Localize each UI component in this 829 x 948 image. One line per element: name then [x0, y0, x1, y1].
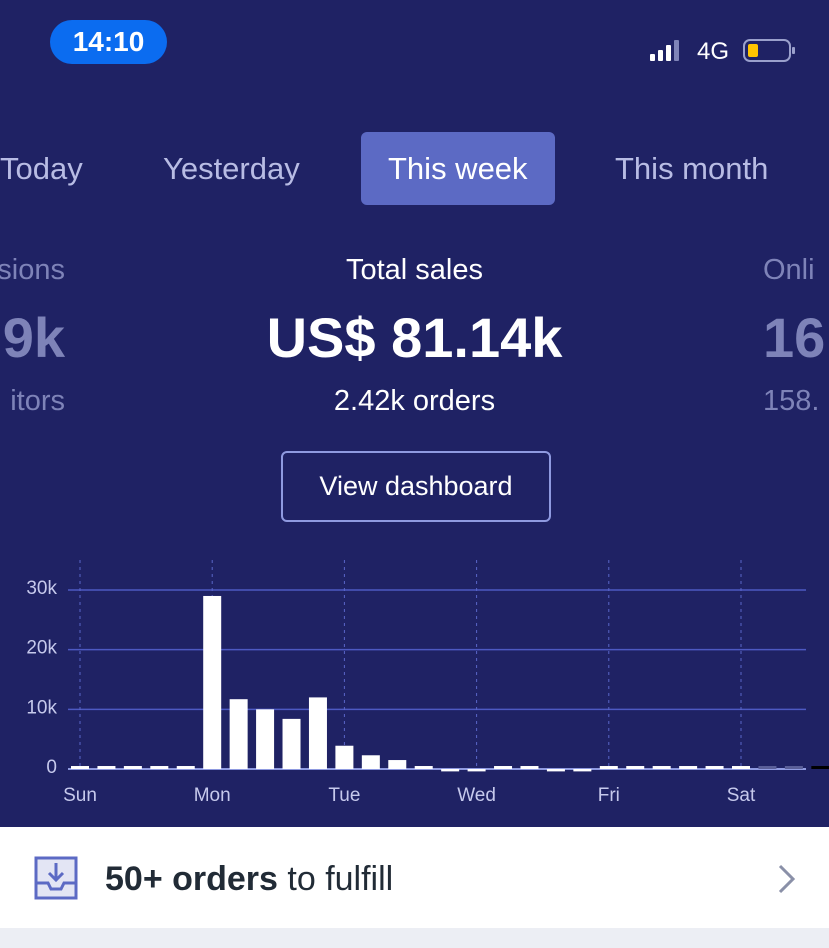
bar [520, 766, 539, 769]
x-tick-label: Tue [328, 785, 360, 806]
bar [599, 766, 618, 769]
status-icons [650, 39, 795, 62]
bar [71, 766, 89, 769]
tab-active[interactable]: This week [361, 132, 555, 205]
bar [150, 766, 169, 769]
footer-strip [0, 928, 829, 948]
x-tick-label: Sun [63, 785, 97, 806]
y-tick-label: 30k [26, 578, 57, 599]
metric-title: Onli [763, 254, 815, 286]
bar [361, 755, 380, 769]
metric-sub: 158. [763, 385, 820, 417]
y-tick-label: 10k [26, 697, 57, 718]
bar [732, 766, 750, 769]
bar [652, 766, 671, 769]
bar [758, 766, 777, 769]
status-network: 4G [697, 38, 730, 65]
metric-sub: itors [10, 385, 65, 417]
x-tick-label: Fri [598, 785, 620, 806]
banner-label: to fulfill [277, 860, 394, 898]
bar [573, 769, 592, 772]
bar [467, 769, 486, 772]
bar [229, 699, 248, 769]
bar [123, 766, 142, 769]
bar [203, 595, 222, 769]
tab[interactable]: Yesterday [163, 151, 300, 186]
bar [679, 766, 698, 769]
bar [308, 697, 327, 769]
banner-count: 50+ orders [105, 860, 278, 898]
fulfill-banner[interactable] [0, 827, 829, 928]
bar [176, 766, 195, 769]
metric-value: 9k [2, 306, 65, 369]
metric-title: Total sales [345, 254, 483, 286]
bar [441, 769, 460, 772]
tab[interactable]: Today [0, 151, 83, 186]
view-dashboard-button[interactable]: View dashboard [281, 451, 551, 522]
x-tick-label: Wed [457, 785, 496, 806]
inbox-icon [34, 856, 78, 900]
bar [705, 766, 724, 769]
bar [626, 766, 645, 769]
status-time: 14:10 [50, 20, 167, 64]
x-tick-label: Sat [727, 785, 756, 806]
bar [494, 766, 513, 769]
tab[interactable]: This month [615, 151, 769, 186]
chart: 0 10k 20k 30k Sun Mon Tue Wed Fri Sat [26, 560, 829, 806]
x-tick-label: Mon [194, 785, 231, 806]
metric-title: sions [0, 254, 65, 286]
bar [256, 709, 275, 769]
chevron [778, 864, 796, 894]
metric-value: US$ 81.14k [266, 306, 563, 369]
bar [388, 760, 407, 769]
bar [335, 745, 354, 769]
y-tick-label: 0 [46, 757, 57, 778]
metric-sub: 2.42k orders [333, 385, 496, 417]
bar [546, 769, 565, 772]
y-tick-label: 20k [26, 638, 57, 659]
bar [282, 718, 301, 769]
bar [97, 766, 116, 769]
metric-value: 16 [763, 306, 826, 369]
bar [784, 766, 803, 769]
bar [811, 766, 829, 769]
banner-text[interactable]: 50+ orders to fulfill [105, 857, 393, 901]
bar [414, 766, 433, 769]
